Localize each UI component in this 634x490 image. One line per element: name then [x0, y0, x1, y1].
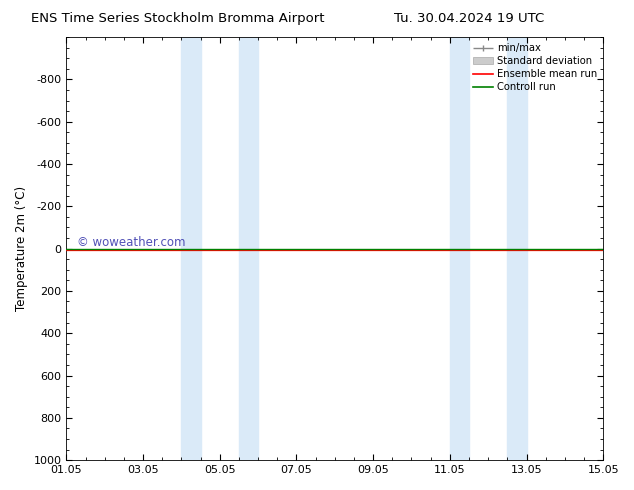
Bar — [181, 37, 200, 460]
Bar — [450, 37, 469, 460]
Bar — [239, 37, 258, 460]
Text: ENS Time Series Stockholm Bromma Airport: ENS Time Series Stockholm Bromma Airport — [31, 12, 324, 25]
Legend: min/max, Standard deviation, Ensemble mean run, Controll run: min/max, Standard deviation, Ensemble me… — [469, 39, 601, 96]
Bar — [507, 37, 526, 460]
Text: © woweather.com: © woweather.com — [77, 237, 186, 249]
Y-axis label: Temperature 2m (°C): Temperature 2m (°C) — [15, 186, 28, 311]
Text: Tu. 30.04.2024 19 UTC: Tu. 30.04.2024 19 UTC — [394, 12, 544, 25]
